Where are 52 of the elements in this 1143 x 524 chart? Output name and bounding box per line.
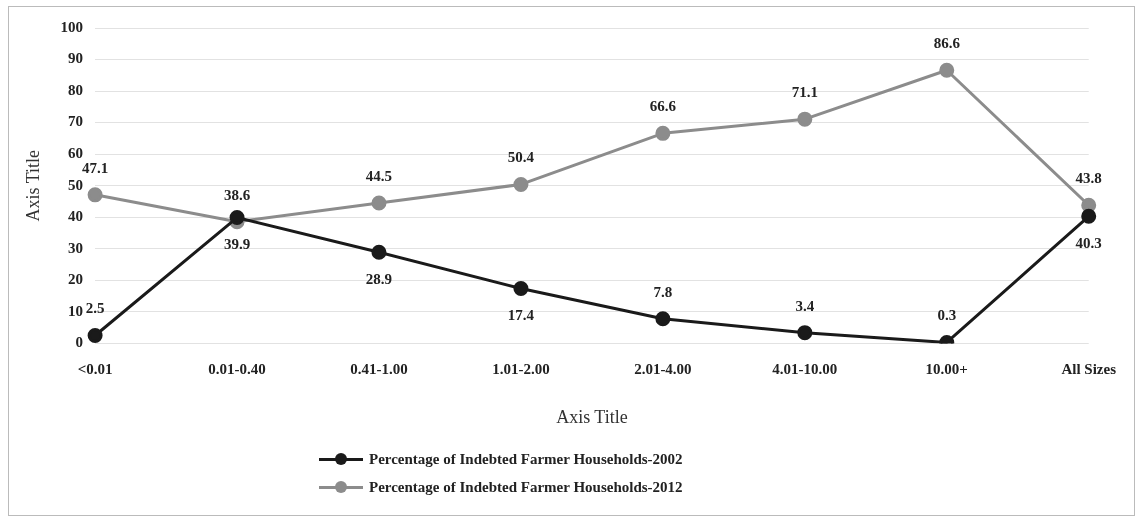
data-label: 44.5 [365,167,393,184]
y-tick-label: 60 [68,145,84,162]
x-axis-title: Axis Title [556,406,628,427]
data-label: 0.3 [937,307,957,324]
point [939,62,955,78]
point [87,328,103,344]
data-label: 38.6 [223,186,251,203]
data-label: 17.4 [507,307,535,324]
data-label: 66.6 [649,98,677,115]
x-tick-label: 2.01-4.00 [634,361,692,378]
point [371,195,387,211]
point [513,176,529,192]
point [87,187,103,203]
point [797,111,813,127]
y-tick-label: 0 [75,334,84,351]
data-label: 71.1 [791,84,818,101]
point [371,244,387,260]
y-tick-label: 90 [68,50,84,67]
data-label: 39.9 [223,236,251,253]
x-tick-label: <0.01 [77,361,113,378]
data-label: 43.8 [1075,170,1102,187]
y-tick-label: 70 [68,113,84,130]
point [655,311,671,327]
legend-label: Percentage of Indebted Farmer Households-2012 [369,478,683,496]
y-tick-label: 100 [60,18,84,35]
data-label: 7.8 [653,283,673,300]
data-label: 28.9 [365,271,393,288]
data-label: 3.4 [795,297,815,314]
data-label: 47.1 [81,159,109,176]
y-axis-title: Axis Title [22,149,43,222]
point [513,281,529,297]
x-tick-label: 0.01-0.40 [208,361,266,378]
x-tick-label: 10.00+ [925,361,968,378]
data-label: 2.5 [85,300,105,317]
y-tick-label: 10 [68,302,84,319]
point [1081,208,1097,224]
y-tick-label: 30 [68,239,84,256]
point [655,125,671,141]
data-label: 86.6 [933,35,961,52]
point [229,210,245,226]
legend-label: Percentage of Indebted Farmer Households-2002 [369,450,683,468]
x-tick-label: 0.41-1.00 [350,361,408,378]
x-tick-label: 4.01-10.00 [772,361,838,378]
x-tick-label: 1.01-2.00 [492,361,550,378]
x-tick-label: All Sizes [1061,361,1117,378]
data-label: 40.3 [1075,235,1102,252]
y-tick-label: 50 [68,176,84,193]
y-tick-label: 40 [68,208,84,225]
data-label: 50.4 [507,149,535,166]
y-tick-label: 20 [68,271,84,288]
point [797,325,813,341]
y-tick-label: 80 [68,81,84,98]
